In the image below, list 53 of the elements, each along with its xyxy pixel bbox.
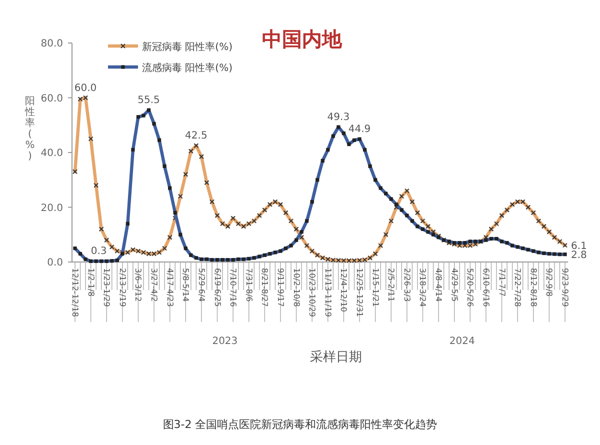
x-tick-label: 2/5-2/11 xyxy=(386,268,396,302)
y-tick-label: 0.0 xyxy=(47,258,63,268)
x-tick-label: 1/23-1/29 xyxy=(102,268,112,307)
text: 2024 xyxy=(449,336,475,347)
data-label: 55.5 xyxy=(138,95,160,106)
x-tick-label: 10/23-10/29 xyxy=(308,268,317,317)
x-tick-label: 12/25-12/31 xyxy=(355,268,364,317)
x-tick-label: 2/13-2/19 xyxy=(118,268,127,307)
data-label: 0.3 xyxy=(90,246,107,258)
caption: 图3-2 全国哨点医院新冠病毒和流感病毒阳性率变化趋势 xyxy=(162,418,438,431)
x-tick-label: 6/10-6/16 xyxy=(481,268,490,307)
x-tick-label: 5/29-6/4 xyxy=(196,268,206,302)
data-label: 6.1 xyxy=(571,240,587,252)
x-tick-label: 8/12-8/18 xyxy=(528,268,538,307)
y-tick-label: 60.0 xyxy=(40,93,63,104)
data-label: 49.3 xyxy=(327,112,350,124)
x-tick-label: 5/8-5/14 xyxy=(181,268,190,302)
chart-title: 中国内地 xyxy=(262,27,343,51)
data-label: 42.5 xyxy=(185,130,208,142)
x-tick-label: 3/27-4/2 xyxy=(150,268,159,302)
x-tick-label: 3/18-3/24 xyxy=(418,268,428,307)
x-tick-label: 4/17-4/23 xyxy=(165,268,174,307)
x-tick-label: 7/22-7/28 xyxy=(513,268,522,307)
x-tick-label: 5/20-5/26 xyxy=(466,268,475,307)
x-tick-label: 10/2-10/8 xyxy=(292,268,301,307)
data-label: 2.8 xyxy=(571,250,587,261)
y-tick-label: 20.0 xyxy=(40,202,63,214)
x-tick-label: 11/13-11/19 xyxy=(323,268,332,317)
x-tick-label: 7/31-8/6 xyxy=(244,268,254,302)
x-tick-label: 9/2-9/8 xyxy=(544,268,554,297)
y-tick-label: 80.0 xyxy=(40,38,63,50)
y-axis-title: 阳性率(%) xyxy=(24,96,35,162)
legend-label: 新冠病毒 阳性率(%) xyxy=(142,41,233,53)
x-tick-label: 9/23-9/29 xyxy=(560,268,570,307)
x-tick-label: 12/12-12/18 xyxy=(70,268,80,317)
x-tick-label: 12/4-12/10 xyxy=(339,268,348,312)
x-tick-label: 2/26-3/3 xyxy=(402,268,412,302)
x-tick-label: 8/21-8/27 xyxy=(260,268,270,307)
x-tick-label: 9/11-9/17 xyxy=(276,268,285,307)
text: 2023 xyxy=(212,336,238,347)
x-tick-label: 7/1-7/7 xyxy=(497,268,506,297)
x-tick-label: 1/15-1/21 xyxy=(370,268,380,307)
x-tick-label: 6/19-6/25 xyxy=(212,268,222,307)
x-tick-label: 4/29-5/5 xyxy=(450,268,459,302)
x-tick-label: 4/8-4/14 xyxy=(434,268,444,302)
legend-label: 流感病毒 阳性率(%) xyxy=(142,62,233,74)
x-tick-label: 1/2-1/8 xyxy=(86,268,96,297)
x-tick-label: 3/6-3/12 xyxy=(134,268,143,302)
data-label: 44.9 xyxy=(348,124,371,136)
x-axis-title: 采样日期 xyxy=(310,350,362,365)
y-tick-label: 40.0 xyxy=(40,148,63,159)
x-tick-label: 7/10-7/16 xyxy=(228,268,238,307)
data-label: 60.0 xyxy=(74,82,97,94)
